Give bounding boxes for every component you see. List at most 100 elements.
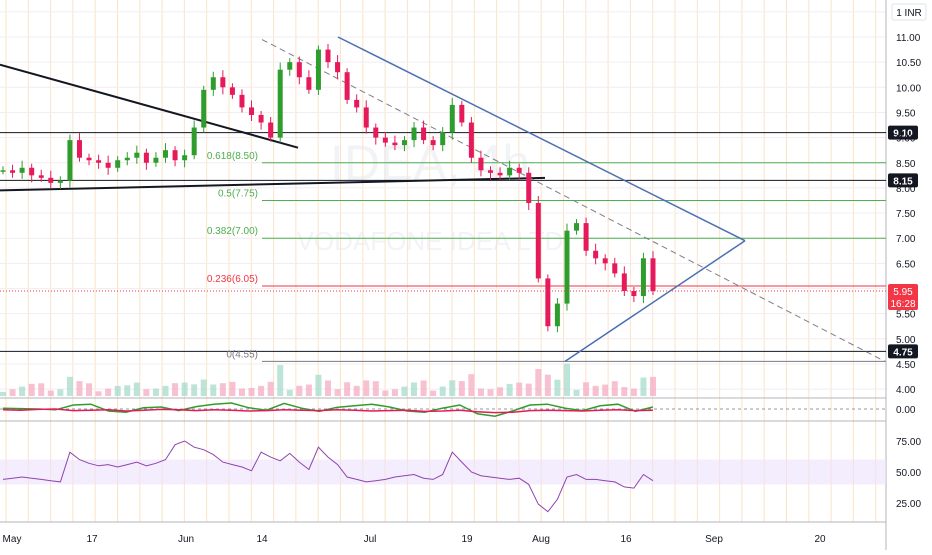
price-series (0, 44, 656, 333)
volume-bar (583, 382, 590, 396)
time-tick-label: 20 (814, 534, 826, 545)
volume-bar (363, 380, 370, 396)
price-axis[interactable]: 11.5011.0010.5010.009.509.008.508.007.50… (0, 8, 921, 510)
volume-bar (468, 374, 475, 396)
volume-bar (9, 389, 16, 396)
rsi-tick-label: 50.00 (896, 468, 921, 479)
volume-bar (181, 382, 188, 396)
candle-body (382, 137, 388, 143)
candle-body (421, 127, 427, 141)
volume-bar (38, 383, 45, 396)
volume-bar (28, 383, 35, 396)
trendline-black (0, 176, 546, 192)
candle-body (497, 172, 503, 176)
volume-bar (76, 381, 83, 396)
time-tick-label: Jun (178, 534, 194, 545)
candle-body (344, 72, 350, 100)
fib-label: 0.236(6.05) (207, 274, 258, 285)
time-axis[interactable]: May 17 Jun 14 Jul 19 Aug 16 Sep 20 (3, 534, 826, 545)
rsi-tick-label: 75.00 (896, 437, 921, 448)
candle-body (554, 303, 560, 327)
candle-body (401, 140, 407, 146)
volume-bar (344, 382, 351, 396)
rsi-band (0, 459, 886, 485)
volume-bar (286, 389, 293, 396)
volume-bar (439, 386, 446, 396)
triangle-upper-line (337, 36, 746, 242)
candle-body (315, 49, 321, 90)
volume-bar (114, 385, 121, 396)
time-tick-label: Aug (532, 534, 550, 545)
volume-bar (229, 381, 236, 396)
volume-bar (554, 379, 561, 396)
price-tick-label: 4.50 (896, 360, 916, 371)
volume-bar (621, 387, 628, 396)
volume-bar (152, 388, 159, 396)
currency-text: 1 INR (896, 8, 922, 19)
dashed-trendline (261, 39, 886, 362)
volume-bar (477, 388, 484, 396)
volume-bar (19, 386, 26, 396)
volume-bar (382, 390, 389, 396)
volume-bar (573, 389, 580, 396)
candle-body (449, 104, 455, 133)
candle-body (76, 140, 82, 158)
candle-body (468, 122, 474, 158)
candle-body (650, 258, 656, 292)
candle-body (10, 170, 16, 173)
candle-body (574, 223, 580, 231)
candle-body (0, 170, 6, 172)
candle-body (507, 167, 513, 176)
volume-bars (0, 363, 656, 396)
currency-label[interactable]: 1 INR (891, 3, 927, 21)
osc-series-line (2, 402, 654, 417)
volume-bar (238, 388, 245, 396)
volume-bar (296, 385, 303, 396)
volume-bar (525, 383, 532, 396)
watermark-name: VODAFONE IDEA LTD (297, 226, 564, 256)
price-tick-label: 10.50 (896, 58, 921, 69)
volume-bar (535, 369, 542, 396)
volume-bar (602, 384, 609, 396)
volume-bar (497, 387, 504, 396)
triangle-lower-line (564, 240, 746, 363)
volume-bar (191, 384, 198, 396)
volume-bar (124, 385, 131, 396)
volume-bar (248, 387, 255, 396)
volume-bar (630, 388, 637, 396)
candle-body (191, 127, 197, 156)
candle-body (306, 77, 312, 90)
volume-bar (277, 365, 284, 396)
volume-bar (172, 383, 179, 396)
level-badge (888, 173, 918, 188)
candle-body (640, 258, 646, 297)
osc-series-line (2, 408, 654, 414)
candle-body (220, 77, 226, 88)
candle-body (373, 127, 379, 138)
rsi-line (2, 440, 654, 513)
price-tick-label: 5.00 (896, 335, 916, 346)
candle-body (526, 172, 532, 203)
fib-label: 0.618(8.50) (207, 151, 258, 162)
candle-body (392, 142, 398, 146)
volume-bar (133, 382, 140, 396)
volume-bar (200, 379, 207, 396)
candle-body (325, 49, 331, 63)
volume-bar (0, 392, 6, 396)
trendlines[interactable] (0, 36, 886, 363)
time-tick-label: 19 (461, 534, 473, 545)
rsi-panel (2, 440, 654, 513)
fib-label: 0.5(7.75) (218, 188, 258, 199)
rsi-tick-label: 25.00 (896, 499, 921, 510)
candle-body (277, 69, 283, 138)
fibonacci-levels[interactable]: 0.618(8.50) 0.5(7.75) 0.382(7.00) 0.236(6.0… (207, 151, 886, 362)
candle-body (612, 263, 618, 274)
price-tick-label: 11.00 (896, 33, 921, 44)
candle-body (96, 160, 102, 163)
candle-body (335, 62, 341, 73)
volume-bar (516, 382, 523, 396)
candle-body (57, 180, 63, 183)
